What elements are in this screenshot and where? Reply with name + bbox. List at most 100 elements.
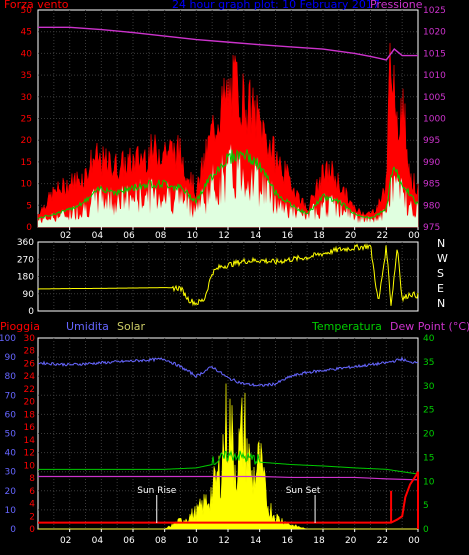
rain-y-tick-label: 16	[24, 423, 36, 433]
wind-x-tick-label: 18	[313, 231, 325, 241]
temperature-line	[38, 450, 419, 475]
rain-y-tick-label: 10	[24, 461, 36, 471]
rain-y-tick-label: 4	[29, 500, 35, 510]
wind-y-tick-label: 20	[21, 136, 33, 146]
humidity-line	[37, 356, 419, 387]
direction-y-tick-label: 90	[23, 290, 35, 300]
wind-y-tick-label: 15	[21, 158, 32, 168]
compass-e: E	[437, 282, 444, 295]
header-rain: Pioggia	[0, 320, 40, 333]
climate-x-tick-label: 10	[187, 536, 199, 546]
wind-y-tick-label: 10	[21, 180, 33, 190]
climate-x-tick-label: 20	[345, 536, 357, 546]
compass-s: S	[437, 267, 444, 280]
rain-y-tick-label: 22	[24, 385, 35, 395]
pressure-y-tick-label: 1015	[423, 49, 446, 59]
rain-y-tick-label: 18	[24, 410, 36, 420]
temperature-y-tick-label: 25	[423, 406, 434, 416]
pressure-y-tick-label: 995	[423, 136, 440, 146]
climate-x-tick-label: 02	[60, 536, 71, 546]
temperature-y-tick-label: 35	[423, 358, 434, 368]
wind-x-tick-label: 12	[218, 231, 229, 241]
pressure-y-tick-label: 1005	[423, 93, 446, 103]
wind-x-tick-label: 04	[92, 231, 104, 241]
wind-y-tick-label: 45	[21, 28, 32, 38]
rain-y-tick-label: 12	[24, 449, 35, 459]
climate-x-tick-label: 04	[92, 536, 104, 546]
wind-y-tick-label: 40	[21, 49, 33, 59]
wind-x-tick-label: 22	[377, 231, 388, 241]
humidity-y-tick-label: 10	[5, 506, 17, 516]
climate-x-tick-label: 12	[218, 536, 229, 546]
climate-x-tick-label: 08	[155, 536, 167, 546]
rain-y-tick-label: 2	[29, 512, 35, 522]
rain-y-tick-label: 28	[24, 347, 36, 357]
humidity-y-tick-label: 0	[10, 525, 16, 535]
wind-speed-area	[37, 42, 419, 228]
rain-y-tick-label: 20	[24, 398, 36, 408]
humidity-y-tick-label: 20	[5, 487, 17, 497]
climate-x-tick-label: 16	[282, 536, 294, 546]
direction-y-tick-label: 0	[28, 307, 34, 317]
wind-x-tick-label: 08	[155, 231, 167, 241]
temperature-y-tick-label: 5	[423, 501, 429, 511]
header-temperature: Temperatura	[312, 320, 382, 333]
temperature-y-tick-label: 15	[423, 453, 434, 463]
rain-y-tick-label: 8	[29, 474, 35, 484]
wind-avg-line	[37, 149, 419, 220]
rain-y-tick-label: 0	[29, 525, 35, 535]
pressure-y-tick-label: 985	[423, 180, 440, 190]
rain-y-tick-label: 24	[24, 372, 36, 382]
humidity-y-tick-label: 30	[5, 468, 17, 478]
header-title: 24 hour graph plot: 10 February 2017	[172, 0, 380, 11]
direction-line	[37, 243, 419, 307]
header-humidity: Umidita	[66, 320, 109, 333]
compass-w: W	[437, 252, 448, 265]
dewpoint-line	[38, 475, 419, 481]
temperature-y-tick-label: 40	[423, 334, 435, 344]
direction-y-tick-label: 360	[17, 238, 34, 248]
humidity-y-tick-label: 50	[5, 430, 17, 440]
compass-n-top: N	[437, 237, 446, 250]
wind-y-tick-label: 25	[21, 115, 32, 125]
wind-y-tick-label: 0	[26, 223, 32, 233]
direction-y-tick-label: 270	[17, 255, 34, 265]
wind-light-area	[38, 144, 418, 227]
wind-x-tick-label: 14	[250, 231, 262, 241]
wind-x-tick-label: 02	[60, 231, 71, 241]
humidity-y-tick-label: 90	[5, 353, 17, 363]
wind-y-tick-label: 50	[21, 6, 33, 16]
wind-speed-series	[37, 42, 419, 228]
rain-line	[38, 471, 419, 524]
humidity-y-tick-label: 80	[5, 372, 17, 382]
rain-y-tick-label: 26	[24, 359, 36, 369]
rain-y-tick-label: 14	[24, 436, 36, 446]
pressure-y-tick-label: 980	[423, 201, 440, 211]
temperature-y-tick-label: 30	[423, 382, 435, 392]
climate-x-tick-label: 18	[313, 536, 325, 546]
wind-x-tick-label: 06	[123, 231, 135, 241]
direction-y-tick-label: 180	[17, 273, 34, 283]
humidity-y-tick-label: 100	[0, 334, 16, 344]
wind-y-tick-label: 5	[26, 201, 32, 211]
compass-n-bottom: N	[437, 297, 446, 310]
wind-y-tick-label: 35	[21, 71, 32, 81]
pressure-y-tick-label: 975	[423, 223, 440, 233]
wind-x-tick-label: 20	[345, 231, 357, 241]
pressure-y-tick-label: 990	[423, 158, 440, 168]
rain-y-tick-label: 6	[29, 487, 35, 497]
rain-y-tick-label: 30	[24, 334, 36, 344]
climate-x-tick-label: 06	[123, 536, 135, 546]
pressure-y-tick-label: 1025	[423, 6, 446, 16]
wind-x-tick-label: 10	[187, 231, 199, 241]
climate-x-tick-label: 00	[408, 536, 420, 546]
wind-x-tick-label: 16	[282, 231, 294, 241]
pressure-y-tick-label: 1000	[423, 115, 446, 125]
temperature-y-tick-label: 10	[423, 477, 435, 487]
temperature-y-tick-label: 20	[423, 430, 435, 440]
pressure-y-tick-label: 1010	[423, 71, 446, 81]
header-wind-speed: Forza vento	[4, 0, 69, 11]
solar-area	[38, 383, 418, 530]
header-dewpoint: Dew Point (°C)	[390, 320, 469, 333]
